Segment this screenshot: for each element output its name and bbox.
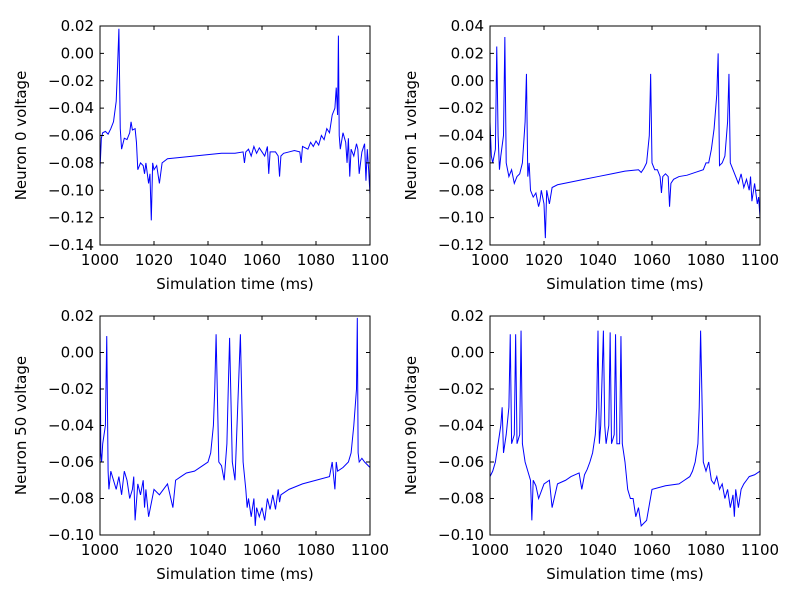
y-tick-label: −0.12	[48, 209, 94, 227]
y-tick-label: −0.06	[438, 154, 484, 172]
y-tick-label: −0.06	[438, 453, 484, 471]
y-tick-label: −0.06	[48, 127, 94, 145]
x-tick-label: 1080	[687, 541, 725, 559]
y-tick-label: −0.10	[438, 209, 484, 227]
y-tick-label: −0.04	[438, 417, 484, 435]
series-line-0	[490, 36, 760, 239]
x-tick-label: 1040	[579, 251, 617, 269]
x-axis-label: Simulation time (ms)	[156, 565, 313, 583]
y-tick-label: 0.00	[61, 44, 94, 62]
series-line-0	[490, 330, 760, 527]
x-tick-label: 1100	[741, 251, 779, 269]
x-tick-label: 1040	[189, 251, 227, 269]
subplot-1: 1000 1020 1040 1060 1080 1100 0.04 0.02 0.00 −0.0…	[402, 17, 779, 293]
y-tick-label: −0.08	[48, 154, 94, 172]
y-tick-label: −0.02	[438, 380, 484, 398]
y-tick-label: −0.10	[48, 181, 94, 199]
x-tick-label: 1000	[81, 251, 119, 269]
y-tick-label: −0.06	[48, 453, 94, 471]
y-tick-label: −0.02	[48, 380, 94, 398]
y-tick-label: 0.02	[61, 17, 94, 35]
y-tick-label: 0.00	[451, 72, 484, 90]
x-tick-label: 1100	[351, 541, 389, 559]
x-tick-label: 1100	[351, 251, 389, 269]
axes-frame	[99, 315, 371, 536]
y-tick-label: 0.00	[451, 344, 484, 362]
y-tick-label: −0.08	[438, 490, 484, 508]
x-tick-label: 1060	[633, 251, 671, 269]
x-tick-label: 1060	[243, 251, 281, 269]
x-tick-label: 1060	[243, 541, 281, 559]
x-tick-label: 1000	[471, 251, 509, 269]
y-tick-label: −0.02	[48, 72, 94, 90]
x-tick-label: 1040	[189, 541, 227, 559]
x-tick-label: 1100	[741, 541, 779, 559]
axes-frame	[489, 315, 761, 536]
y-tick-label: 0.02	[451, 44, 484, 62]
y-tick-label: −0.04	[48, 417, 94, 435]
x-tick-label: 1020	[135, 541, 173, 559]
y-tick-label: −0.04	[48, 99, 94, 117]
y-tick-label: 0.02	[61, 307, 94, 325]
x-axis-label: Simulation time (ms)	[546, 275, 703, 293]
y-tick-label: −0.10	[48, 526, 94, 544]
x-tick-label: 1080	[297, 541, 335, 559]
x-tick-label: 1000	[471, 541, 509, 559]
x-tick-label: 1020	[525, 541, 563, 559]
subplot-2: 1000 1020 1040 1060 1080 1100 0.02 0.00 −0.02 −0.…	[12, 307, 389, 583]
y-tick-label: −0.14	[48, 236, 94, 254]
series-line-0	[100, 28, 370, 221]
series-line-0	[100, 317, 370, 526]
x-tick-label: 1000	[81, 541, 119, 559]
y-tick-label: −0.02	[438, 99, 484, 117]
subplot-0: 1000 1020 1040 1060 1080 1100 0.02 0.00 −0.02 −0.…	[12, 17, 389, 293]
x-tick-label: 1020	[135, 251, 173, 269]
x-tick-label: 1020	[525, 251, 563, 269]
x-axis-label: Simulation time (ms)	[156, 275, 313, 293]
y-tick-label: 0.00	[61, 344, 94, 362]
y-tick-label: −0.12	[438, 236, 484, 254]
y-axis-label: Neuron 0 voltage	[12, 71, 30, 201]
x-tick-label: 1080	[297, 251, 335, 269]
y-axis-label: Neuron 1 voltage	[402, 71, 420, 201]
y-tick-label: 0.04	[451, 17, 484, 35]
y-axis-label: Neuron 90 voltage	[402, 356, 420, 495]
x-axis-label: Simulation time (ms)	[546, 565, 703, 583]
y-axis-label: Neuron 50 voltage	[12, 356, 30, 495]
x-tick-label: 1040	[579, 541, 617, 559]
y-tick-label: −0.04	[438, 127, 484, 145]
y-tick-label: −0.08	[438, 181, 484, 199]
y-tick-label: −0.10	[438, 526, 484, 544]
y-tick-label: −0.08	[48, 490, 94, 508]
y-tick-label: 0.02	[451, 307, 484, 325]
subplot-3: 1000 1020 1040 1060 1080 1100 0.02 0.00 −0.02 −0.…	[402, 307, 779, 583]
x-tick-label: 1060	[633, 541, 671, 559]
x-tick-label: 1080	[687, 251, 725, 269]
axes-frame	[99, 25, 371, 246]
